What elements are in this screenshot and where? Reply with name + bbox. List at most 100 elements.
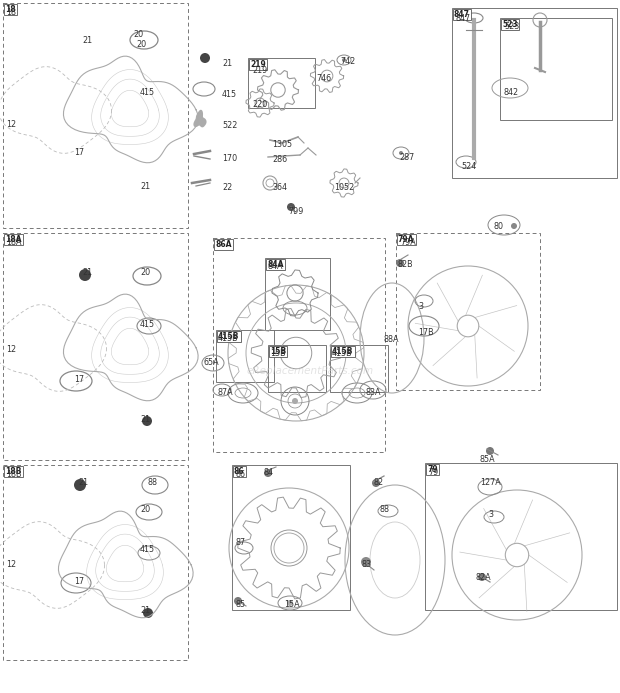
Circle shape (342, 58, 346, 62)
Text: 219: 219 (252, 66, 267, 75)
Text: 18B: 18B (6, 470, 22, 479)
Bar (216, 330, 274, 382)
Text: 87A: 87A (218, 388, 234, 397)
Text: 415: 415 (140, 88, 155, 97)
Circle shape (234, 597, 242, 605)
Text: 18A: 18A (6, 238, 22, 247)
Circle shape (486, 447, 494, 455)
Text: 12: 12 (6, 345, 16, 354)
Text: 65A: 65A (203, 358, 219, 367)
Bar (396, 233, 540, 390)
Bar (425, 463, 617, 610)
Text: 18B: 18B (5, 467, 21, 476)
Text: 286: 286 (272, 155, 287, 164)
Text: 842: 842 (504, 88, 519, 97)
Text: 80: 80 (494, 222, 504, 231)
Text: 79: 79 (428, 468, 438, 477)
Circle shape (79, 269, 91, 281)
Text: 86A: 86A (215, 240, 231, 249)
Text: 364: 364 (272, 183, 287, 192)
Bar (452, 8, 617, 178)
Text: 17: 17 (74, 577, 84, 586)
Circle shape (200, 53, 210, 63)
Circle shape (372, 479, 380, 487)
Text: 847: 847 (454, 10, 470, 19)
Text: 79A: 79A (400, 238, 416, 247)
Text: 12: 12 (6, 560, 16, 569)
Text: 15B: 15B (270, 349, 286, 358)
Text: 21: 21 (82, 268, 92, 277)
Text: 219: 219 (250, 60, 266, 69)
Text: 18: 18 (5, 5, 16, 14)
Text: 523: 523 (504, 22, 520, 31)
Circle shape (292, 398, 298, 404)
Bar (265, 258, 330, 330)
Text: 20: 20 (140, 268, 150, 277)
Text: eReplacementParts.com: eReplacementParts.com (246, 366, 374, 376)
Text: 17: 17 (74, 375, 84, 384)
Text: 21: 21 (140, 415, 150, 424)
Bar (248, 58, 315, 108)
Text: 799: 799 (288, 207, 303, 216)
Text: 12: 12 (6, 120, 16, 129)
Circle shape (478, 573, 486, 581)
Text: 82: 82 (374, 478, 384, 487)
Text: 79: 79 (427, 465, 438, 474)
Bar (500, 18, 612, 120)
Text: 21: 21 (82, 36, 92, 45)
Circle shape (143, 608, 153, 618)
Text: 82B: 82B (398, 260, 414, 269)
Text: 84A: 84A (268, 262, 283, 271)
Bar (232, 465, 350, 610)
Text: 524: 524 (461, 162, 476, 171)
Text: 415: 415 (140, 320, 155, 329)
Text: 742: 742 (340, 57, 355, 66)
Text: 84A: 84A (267, 260, 283, 269)
Text: 522: 522 (222, 121, 237, 130)
Text: 22: 22 (222, 183, 232, 192)
Text: 82A: 82A (476, 573, 492, 582)
Text: 18: 18 (6, 8, 16, 17)
Text: 17B: 17B (418, 328, 433, 337)
Text: 15A: 15A (284, 600, 299, 609)
Text: 1305: 1305 (272, 140, 292, 149)
Bar (3, 3, 188, 228)
Text: 1052: 1052 (334, 183, 354, 192)
Circle shape (142, 416, 152, 426)
Text: 85: 85 (236, 600, 246, 609)
Circle shape (264, 469, 272, 477)
Bar (268, 345, 326, 392)
Text: 88: 88 (380, 505, 390, 514)
Text: 127A: 127A (480, 478, 501, 487)
Bar (3, 233, 188, 460)
Text: 170: 170 (222, 154, 237, 163)
Circle shape (287, 203, 295, 211)
Circle shape (74, 479, 86, 491)
Text: 3: 3 (488, 510, 493, 519)
Text: 415B: 415B (218, 334, 239, 343)
Text: 84: 84 (264, 468, 274, 477)
Text: 87: 87 (236, 538, 246, 547)
Bar (330, 345, 388, 392)
Text: 415: 415 (140, 545, 155, 554)
Text: 287: 287 (399, 153, 414, 162)
Text: 415: 415 (222, 90, 237, 99)
Text: 88: 88 (148, 478, 158, 487)
Text: 88A: 88A (384, 335, 399, 344)
Circle shape (396, 259, 404, 267)
Text: 523: 523 (502, 20, 518, 29)
Text: 83: 83 (362, 560, 372, 569)
Text: 18A: 18A (5, 235, 22, 244)
Text: 21: 21 (78, 478, 88, 487)
Text: 20: 20 (140, 505, 150, 514)
Text: 220: 220 (252, 100, 267, 109)
Circle shape (511, 223, 517, 229)
Text: 21: 21 (140, 606, 150, 615)
Text: 86: 86 (234, 467, 245, 476)
Text: 86: 86 (236, 470, 246, 479)
Text: 20: 20 (136, 40, 146, 49)
Text: 15B: 15B (270, 347, 286, 356)
Text: 415B: 415B (218, 332, 239, 341)
Text: 3: 3 (418, 302, 423, 311)
Text: 746: 746 (316, 74, 331, 83)
